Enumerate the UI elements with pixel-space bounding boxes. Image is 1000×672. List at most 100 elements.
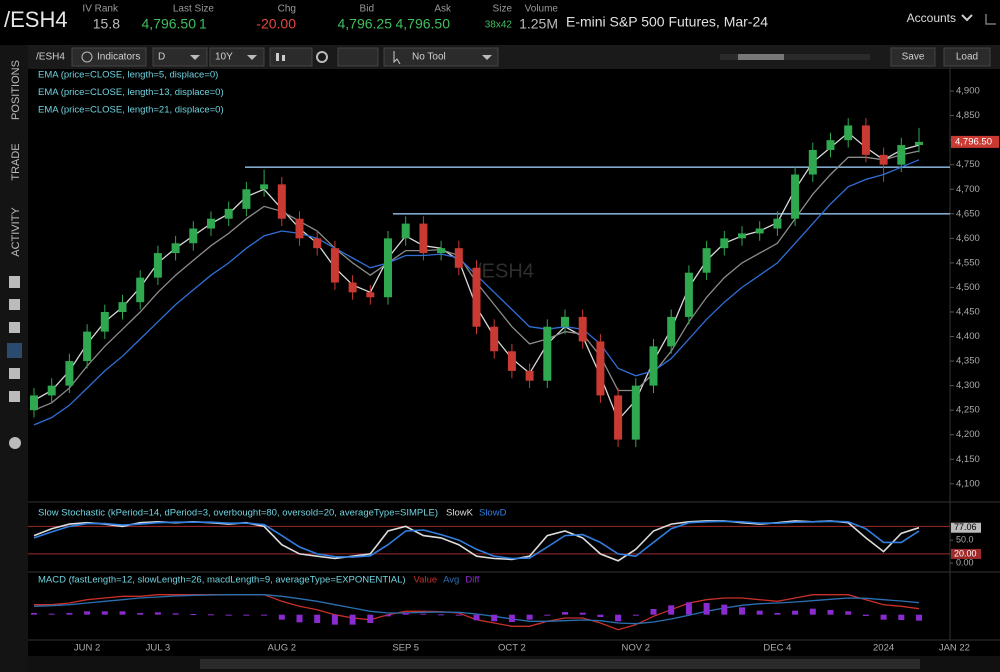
- period-label[interactable]: D: [158, 52, 165, 63]
- indicators-button[interactable]: [71, 47, 147, 67]
- accounts[interactable]: Accounts: [907, 11, 956, 25]
- y-tick-label: 4,450: [956, 306, 980, 317]
- tool-label[interactable]: No Tool: [412, 52, 446, 63]
- histogram-bar: [349, 614, 356, 625]
- histogram-bar: [544, 614, 551, 616]
- candle-body: [83, 331, 92, 362]
- candle-body: [667, 316, 676, 347]
- icon[interactable]: [9, 299, 20, 310]
- tool-select[interactable]: [383, 47, 499, 67]
- x-tick-label: DEC 4: [763, 643, 791, 654]
- candle-body: [861, 125, 870, 155]
- histogram-bar: [898, 614, 905, 620]
- histogram-bar: [331, 614, 338, 625]
- candle-body: [207, 218, 215, 229]
- last-price-box: [951, 135, 999, 148]
- tool-arrow[interactable]: [482, 55, 492, 60]
- histogram-bar: [225, 614, 232, 616]
- save-button[interactable]: [890, 47, 936, 67]
- histogram-bar: [862, 614, 869, 616]
- oscillator-line: [33, 520, 920, 562]
- load-button[interactable]: [943, 47, 991, 67]
- candle-body: [897, 145, 906, 165]
- histogram-bar: [739, 607, 745, 615]
- icon[interactable]: [9, 322, 20, 333]
- candle-body: [30, 395, 38, 411]
- candle-body: [454, 248, 463, 268]
- x-tick-label: JUN 2: [74, 643, 100, 654]
- histogram-bar: [916, 614, 922, 621]
- histogram-bar: [774, 613, 781, 615]
- candle-body: [242, 189, 251, 209]
- candle-body: [826, 140, 835, 150]
- histogram-bar: [721, 604, 728, 615]
- x-tick-label: AUG 2: [268, 643, 297, 654]
- candle-body: [136, 277, 145, 303]
- settings-icon[interactable]: [316, 51, 328, 63]
- icon[interactable]: [9, 391, 20, 402]
- drawings-select[interactable]: [337, 47, 379, 67]
- period-arrow[interactable]: [190, 55, 200, 60]
- period-select[interactable]: [152, 47, 208, 67]
- candle-body: [490, 326, 499, 352]
- zoom-thumb[interactable]: [738, 54, 784, 60]
- histogram-bar: [385, 614, 391, 617]
- candle-body: [472, 267, 481, 327]
- help-icon[interactable]: [9, 437, 21, 449]
- sidebar: [0, 45, 28, 672]
- candle-body: [401, 223, 410, 239]
- histogram-bar: [137, 613, 144, 615]
- icon[interactable]: [9, 276, 20, 288]
- pane-title: Slow Stochastic (kPeriod=14, dPeriod=3, …: [38, 508, 438, 519]
- histogram-bar: [402, 613, 409, 615]
- legend-entry: SlowK: [446, 508, 474, 519]
- histogram-bar: [792, 610, 799, 615]
- histogram-bar: [190, 614, 197, 615]
- zoom-slider[interactable]: [720, 54, 870, 60]
- field-label: Ask: [434, 4, 452, 15]
- icon[interactable]: [9, 368, 20, 379]
- scroll-thumb[interactable]: [200, 659, 920, 669]
- candle-body: [189, 228, 198, 244]
- load-label[interactable]: Load: [956, 52, 978, 63]
- candle-body: [118, 302, 127, 312]
- study-legend: EMA (price=CLOSE, length=5, displace=0): [38, 70, 218, 81]
- expand-icon[interactable]: [985, 14, 996, 25]
- x-tick-label: 2024: [873, 643, 894, 654]
- candle-body: [507, 351, 516, 371]
- range-select[interactable]: [209, 47, 265, 67]
- histogram-bar: [48, 613, 55, 615]
- toolbar-symbol[interactable]: /ESH4: [36, 52, 65, 63]
- histogram-bar: [31, 613, 37, 615]
- last-value-box: [951, 522, 981, 533]
- symbol[interactable]: /ESH4: [4, 7, 68, 32]
- range-label[interactable]: 10Y: [215, 52, 233, 63]
- field-value: 4,796.25: [338, 16, 393, 32]
- sidebar-tab[interactable]: TRADE: [10, 143, 22, 180]
- candle-body: [47, 385, 56, 396]
- candle-body: [844, 125, 853, 141]
- range-arrow[interactable]: [247, 55, 257, 60]
- indicators-icon: [81, 51, 93, 63]
- sidebar-tab[interactable]: POSITIONS: [10, 60, 22, 120]
- histogram-bar: [845, 611, 852, 615]
- candle-body: [277, 184, 286, 219]
- histogram-bar: [668, 605, 675, 615]
- last-value-label: 77.06: [954, 522, 977, 532]
- candle-body: [915, 141, 923, 146]
- histogram-bar: [154, 612, 161, 615]
- candle-body: [755, 228, 764, 234]
- histogram-bar: [296, 614, 303, 623]
- accounts-arrow[interactable]: [961, 14, 973, 22]
- sidebar-tab[interactable]: ACTIVITY: [10, 207, 22, 257]
- histogram-bar: [809, 608, 816, 615]
- indicators-label[interactable]: Indicators: [97, 52, 140, 63]
- icon-active[interactable]: [7, 343, 22, 358]
- histogram-bar: [526, 614, 533, 620]
- pointer-icon: [393, 51, 401, 65]
- field-value: -20.00: [256, 16, 296, 32]
- save-label[interactable]: Save: [902, 52, 925, 63]
- macd-line: [34, 594, 920, 631]
- chart-style-select[interactable]: [269, 47, 313, 67]
- y-tick-label: 4,600: [956, 233, 980, 244]
